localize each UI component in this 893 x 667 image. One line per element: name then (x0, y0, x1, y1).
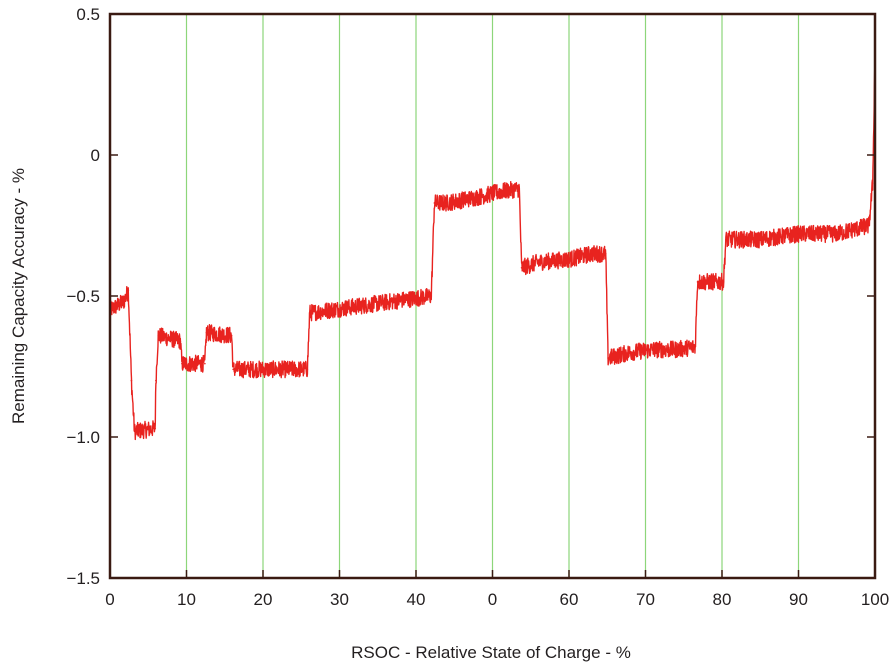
data-point (433, 202, 436, 204)
data-point (499, 190, 501, 193)
data-point (694, 345, 697, 348)
data-point (568, 258, 570, 261)
data-point (722, 281, 725, 283)
grid-lines (185, 14, 800, 578)
y-axis-title: Remaining Capacity Accuracy - % (9, 168, 28, 424)
data-point (629, 351, 631, 354)
data-point (871, 182, 874, 184)
data-point (652, 348, 654, 351)
x-tick-label: 40 (407, 590, 426, 609)
data-point (232, 368, 234, 371)
data-point (445, 202, 448, 204)
data-point (154, 427, 156, 430)
x-tick-label: 10 (177, 590, 196, 609)
data-point (157, 334, 159, 337)
data-point (127, 289, 130, 292)
data-point (797, 233, 800, 235)
x-tick-label: 30 (330, 590, 349, 609)
axis-ticks: 0 10 20 30 40 0 60 70 80 90 100 0.5 0 −0.5 −1.0 −1.5 (66, 5, 889, 609)
data-point (607, 357, 609, 359)
x-tick-label: 20 (254, 590, 273, 609)
x-tick-label: 90 (789, 590, 808, 609)
data-point (204, 362, 206, 365)
x-tick-label: 60 (560, 590, 579, 609)
x-tick-label: 80 (713, 590, 732, 609)
data-point (518, 188, 521, 190)
data-point (835, 233, 838, 235)
data-point (476, 196, 479, 199)
data-point (306, 368, 309, 371)
y-tick-label: −0.5 (66, 287, 100, 306)
x-tick-label: 0 (105, 590, 114, 609)
data-point (725, 238, 727, 241)
data-point (122, 300, 125, 303)
data-point (308, 312, 311, 314)
data-point (604, 252, 607, 255)
data-point (181, 362, 183, 365)
data-point (696, 281, 699, 283)
data-point (430, 295, 433, 297)
series-line (109, 58, 876, 441)
data-point (675, 348, 677, 351)
y-tick-label: 0 (91, 146, 100, 165)
data-point (130, 379, 133, 382)
y-tick-label: −1.0 (66, 428, 100, 447)
x-tick-label: 0 (488, 590, 497, 609)
data-point (759, 238, 762, 241)
x-tick-label: 100 (861, 590, 889, 609)
data-point (868, 224, 870, 227)
data-point (205, 331, 208, 334)
data-point (537, 261, 540, 263)
x-tick-label: 70 (636, 590, 655, 609)
y-tick-label: 0.5 (76, 5, 100, 24)
data-point (133, 430, 136, 433)
data-point (155, 379, 157, 382)
data-point (230, 334, 233, 337)
y-tick-label: −1.5 (66, 569, 100, 588)
data-point (179, 340, 182, 342)
data-point (591, 252, 593, 255)
data-point (520, 267, 523, 269)
x-axis-title: RSOC - Relative State of Charge - % (351, 643, 631, 662)
